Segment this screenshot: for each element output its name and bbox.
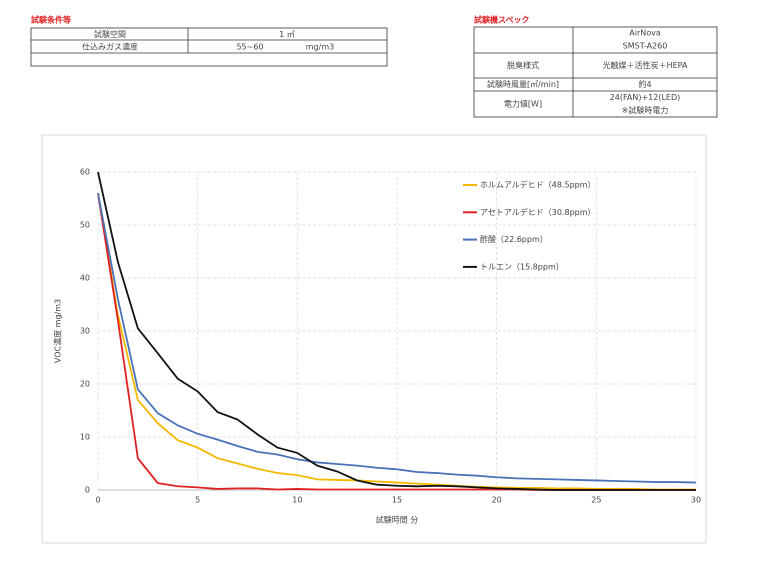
chart-frame: [41, 134, 707, 544]
cell-text: 試験空間: [94, 29, 126, 39]
y-tick-label: 0: [85, 486, 90, 495]
x-tick-label: 20: [492, 496, 502, 505]
series-line: [97, 193, 697, 484]
cell-text: SMST-A260: [623, 42, 668, 51]
cell-text: 仕込みガス濃度: [82, 42, 138, 52]
cell-text: 光触媒＋活性炭＋HEPA: [603, 60, 688, 70]
x-axis-label: 試験時間 分: [376, 515, 419, 525]
spec-table: [473, 26, 718, 118]
cell-text: 24(FAN)+12(LED): [610, 93, 681, 102]
x-tick-label: 25: [591, 496, 601, 505]
legend-label: トルエン（15.8ppm）: [480, 262, 564, 271]
legend-label: ホルムアルデヒド（48.5ppm）: [480, 180, 596, 190]
legend-label: 酢酸（22.6ppm）: [480, 234, 548, 244]
cell-text: 電力値[W]: [504, 99, 542, 109]
conditions-table: [30, 27, 388, 67]
cell-text: 脱臭様式: [507, 60, 539, 70]
y-tick-label: 40: [80, 274, 90, 283]
x-tick-label: 5: [195, 496, 200, 505]
x-tick-label: 30: [691, 496, 701, 505]
x-tick-label: 10: [292, 496, 302, 505]
cell-text: mg/m3: [306, 43, 334, 52]
y-tick-label: 50: [80, 221, 90, 230]
spec-title: 試験機スペック: [474, 15, 529, 25]
cell-text: AirNova: [629, 29, 661, 38]
cell-text: 55~60: [236, 43, 263, 52]
y-axis-label: VOC濃度 mg/m3: [53, 299, 63, 363]
cell-text: ※試験時電力: [622, 105, 669, 115]
x-tick-label: 15: [392, 496, 402, 505]
y-tick-label: 20: [80, 380, 90, 389]
cell-text: 約4: [638, 79, 651, 89]
series-line: [97, 171, 696, 491]
cell-text: 試験時風量[㎥/min]: [487, 79, 559, 89]
series-line: [97, 193, 696, 491]
y-tick-label: 10: [80, 433, 90, 442]
legend-label: アセトアルデヒド（30.8ppm）: [480, 207, 596, 217]
y-tick-label: 30: [80, 327, 90, 336]
conditions-title: 試験条件等: [31, 15, 71, 25]
x-tick-label: 0: [95, 496, 100, 505]
y-tick-label: 60: [80, 168, 90, 177]
cell-text: 1 ㎥: [279, 30, 295, 39]
